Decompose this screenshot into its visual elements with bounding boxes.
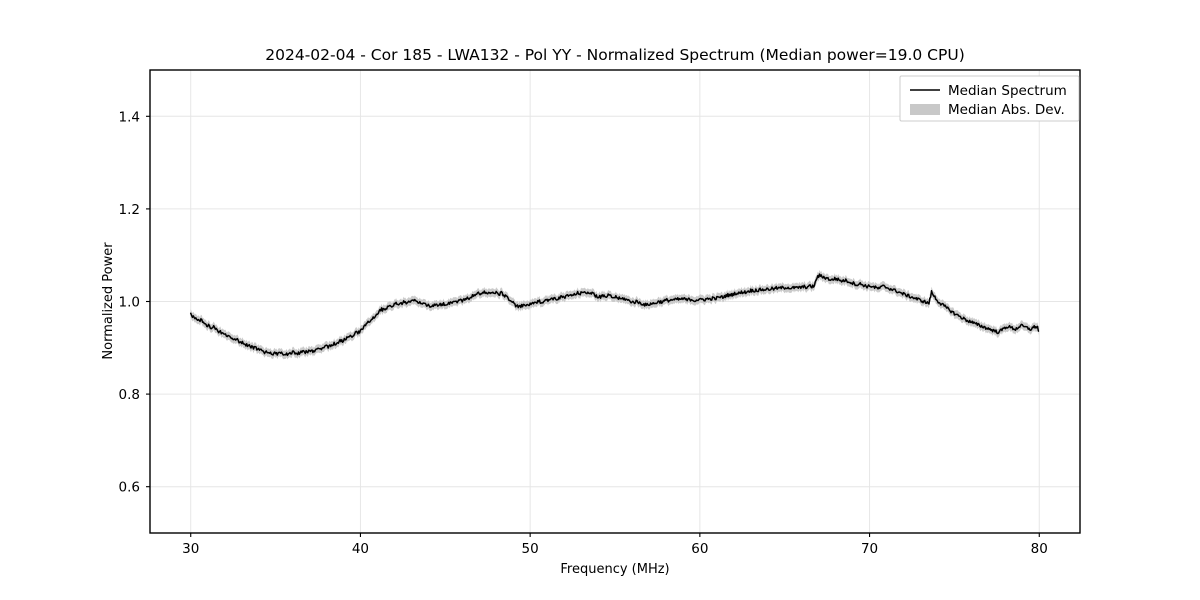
y-tick-label: 0.8 (119, 387, 140, 403)
mad-band-layer (190, 269, 1039, 360)
x-tick-label: 40 (352, 541, 369, 557)
axis-ticks: 30 40 50 60 70 80 0.6 0.8 1.0 1.2 1.4 (119, 109, 1048, 557)
x-tick-label: 80 (1031, 541, 1048, 557)
legend-label-median-spectrum: Median Spectrum (948, 83, 1067, 99)
x-tick-label: 30 (182, 541, 199, 557)
y-tick-label: 1.4 (119, 109, 140, 125)
legend-label-median-abs-dev: Median Abs. Dev. (948, 102, 1065, 118)
x-tick-label: 70 (861, 541, 878, 557)
chart-legend[interactable]: Median Spectrum Median Abs. Dev. (899, 75, 1080, 122)
chart-title: 2024-02-04 - Cor 185 - LWA132 - Pol YY -… (265, 46, 965, 64)
x-axis-label: Frequency (MHz) (560, 562, 669, 577)
legend-background (899, 75, 1080, 122)
y-tick-label: 0.6 (119, 480, 140, 496)
x-tick-label: 50 (522, 541, 539, 557)
y-tick-label: 1.0 (119, 295, 140, 311)
x-tick-label: 60 (691, 541, 708, 557)
median-spectrum-layer (189, 273, 1040, 357)
y-tick-label: 1.2 (119, 202, 140, 218)
y-axis-label: Normalized Power (101, 242, 116, 360)
legend-patch-swatch (910, 104, 940, 115)
